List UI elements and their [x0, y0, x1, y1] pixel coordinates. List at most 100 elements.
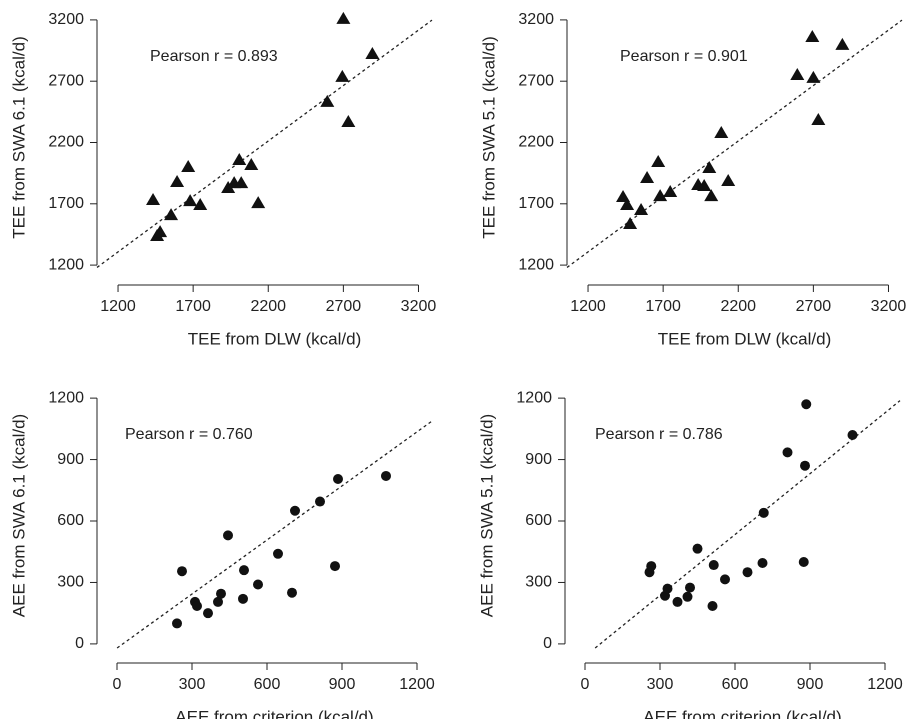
point	[239, 565, 249, 576]
point	[640, 171, 655, 184]
point	[692, 543, 703, 554]
point	[847, 429, 858, 440]
point	[193, 198, 208, 211]
point	[381, 470, 391, 481]
point	[685, 582, 695, 593]
panel: 1200 1700 2200 2700 3200 1200 1700 2200 2700 3200…	[9, 11, 436, 348]
point	[153, 225, 168, 238]
point	[238, 593, 248, 604]
x-tick-label: 2700	[326, 298, 362, 315]
x-tick-label: 1200	[570, 298, 606, 315]
x-tick-label: 1200	[399, 676, 435, 693]
point	[320, 94, 335, 107]
point	[672, 596, 683, 607]
x-tick-label: 1700	[175, 298, 211, 315]
point	[623, 217, 638, 230]
point	[287, 587, 297, 598]
point	[708, 560, 719, 571]
point	[620, 198, 635, 211]
x-axis-title: TEE from DLW (kcal/d)	[658, 329, 831, 348]
x-tick-label: 600	[254, 676, 281, 693]
point	[782, 447, 793, 458]
x-tick-label: 600	[722, 676, 749, 693]
point	[336, 11, 351, 24]
x-tick-label: 3200	[871, 298, 907, 315]
point	[742, 567, 753, 578]
point	[330, 561, 340, 572]
panel: 0 300 600 900 1200 0 300 600 900 1200 AEE from cri…	[9, 389, 434, 719]
point	[251, 196, 266, 209]
y-tick-label: 2200	[48, 134, 84, 151]
y-tick-label: 900	[57, 451, 84, 468]
point	[758, 507, 769, 518]
point	[801, 399, 812, 410]
y-tick-label: 600	[525, 512, 552, 529]
x-axis-title: TEE from DLW (kcal/d)	[188, 329, 361, 348]
point	[365, 46, 380, 59]
point	[234, 176, 249, 189]
y-axis-title: TEE from SWA 6.1 (kcal/d)	[9, 36, 28, 238]
point	[707, 601, 718, 612]
point	[146, 192, 161, 205]
point	[164, 208, 179, 221]
point	[634, 203, 649, 216]
y-axis-title: AEE from SWA 5.1 (kcal/d)	[477, 414, 496, 617]
x-tick-label: 1200	[100, 298, 136, 315]
point	[244, 158, 259, 171]
x-tick-label: 0	[581, 676, 590, 693]
y-tick-label: 0	[75, 635, 84, 652]
y-tick-label: 900	[525, 451, 552, 468]
y-tick-label: 2700	[48, 72, 84, 89]
point	[805, 29, 820, 42]
y-tick-label: 3200	[48, 11, 84, 28]
point	[702, 161, 717, 173]
y-tick-label: 3200	[518, 11, 554, 28]
y-tick-label: 1700	[518, 195, 554, 212]
annotation: Pearson r = 0.786	[595, 426, 723, 443]
y-tick-label: 1200	[518, 256, 554, 273]
point	[662, 583, 673, 594]
point	[704, 189, 719, 202]
point	[714, 125, 729, 138]
annotation: Pearson r = 0.893	[150, 48, 278, 65]
point	[811, 112, 826, 125]
point	[800, 460, 810, 471]
reference-line	[116, 420, 433, 649]
point	[192, 601, 202, 612]
x-tick-label: 900	[797, 676, 824, 693]
panel: 1200 1700 2200 2700 3200 1200 1700 2200 2700 3200…	[479, 11, 906, 348]
x-tick-label: 0	[113, 676, 122, 693]
point	[213, 596, 223, 607]
point	[183, 194, 198, 207]
point	[273, 548, 283, 559]
point	[223, 530, 233, 541]
x-tick-label: 2200	[720, 298, 756, 315]
x-tick-label: 1200	[867, 676, 903, 693]
y-tick-label: 300	[525, 574, 552, 591]
x-tick-label: 300	[179, 676, 206, 693]
point	[651, 154, 666, 167]
point	[333, 474, 343, 485]
y-tick-label: 0	[543, 635, 552, 652]
point	[646, 561, 657, 572]
annotation: Pearson r = 0.901	[620, 48, 748, 65]
x-axis-title: AEE from criterion (kcal/d)	[643, 707, 841, 719]
point	[172, 618, 182, 629]
point	[253, 579, 263, 590]
y-tick-label: 1200	[48, 389, 84, 406]
point	[682, 591, 693, 602]
point	[790, 67, 805, 80]
y-tick-label: 1700	[48, 195, 84, 212]
x-tick-label: 1700	[645, 298, 681, 315]
y-tick-label: 1200	[516, 389, 552, 406]
point	[653, 189, 668, 202]
point	[663, 185, 678, 198]
point	[216, 588, 226, 599]
point	[181, 160, 196, 173]
x-tick-label: 2200	[250, 298, 286, 315]
point	[798, 556, 809, 567]
point	[335, 69, 350, 82]
annotation: Pearson r = 0.760	[125, 426, 253, 443]
y-tick-label: 2700	[518, 72, 554, 89]
